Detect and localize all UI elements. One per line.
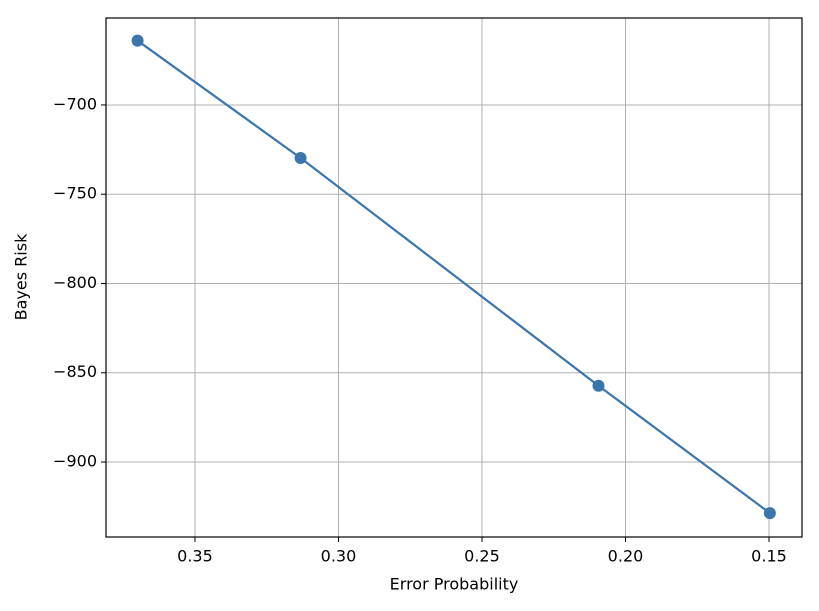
- y-tick-label: −850: [53, 362, 97, 381]
- y-tick-label: −750: [53, 184, 97, 203]
- x-axis-label: Error Probability: [390, 575, 519, 594]
- x-tick-label: 0.20: [608, 547, 644, 566]
- point: [294, 151, 307, 164]
- x-tick-label: 0.35: [177, 547, 213, 566]
- plot-frame: [105, 17, 803, 538]
- point: [592, 379, 605, 392]
- point: [131, 34, 144, 47]
- x-tick-label: 0.15: [751, 547, 787, 566]
- y-tick-label: −800: [53, 273, 97, 292]
- x-tick-label: 0.30: [321, 547, 357, 566]
- line: [136, 39, 771, 514]
- y-tick-label: −700: [53, 94, 97, 113]
- y-axis-label: Bayes Risk: [12, 233, 31, 320]
- x-tick-label: 0.25: [464, 547, 500, 566]
- y-tick-label: −900: [53, 452, 97, 471]
- point: [763, 507, 776, 520]
